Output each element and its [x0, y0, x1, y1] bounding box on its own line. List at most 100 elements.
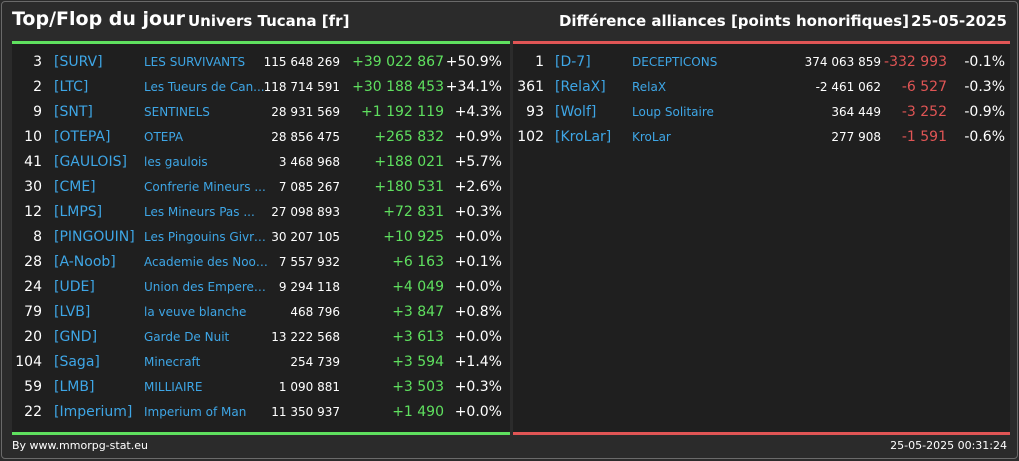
points-cell: 27 098 893	[271, 205, 340, 219]
alliance-tag-link[interactable]: [Saga]	[54, 354, 100, 370]
alliance-tag-link[interactable]: [KroLar]	[555, 129, 612, 145]
alliance-tag-link[interactable]: [CME]	[54, 179, 96, 195]
delta-cell: -1 591	[901, 129, 947, 145]
delta-cell: +3 613	[392, 329, 444, 345]
rank-cell: 20	[24, 329, 42, 345]
table-row: 30 [CME] Confrerie Mineurs ... 7 085 267 +18…	[12, 175, 510, 200]
delta-cell: +30 188 453	[352, 79, 444, 95]
rank-cell: 8	[33, 229, 42, 245]
alliance-name-link[interactable]: Imperium of Man	[144, 405, 247, 419]
table-row: 22 [Imperium] Imperium of Man 11 350 937 +1 …	[12, 400, 510, 425]
footer-timestamp: 25-05-2025 00:31:24	[890, 439, 1007, 452]
alliance-name-link[interactable]: KroLar	[632, 130, 671, 144]
percent-cell: +0.3%	[454, 204, 502, 220]
footer-site[interactable]: By www.mmorpg-stat.eu	[12, 439, 148, 452]
alliance-name-link[interactable]: Les Mineurs Pas ...	[144, 205, 255, 219]
alliance-name-link[interactable]: Academie des Noob...	[144, 255, 268, 269]
alliance-name-link[interactable]: les gaulois	[144, 155, 208, 169]
alliance-name-link[interactable]: OTEPA	[144, 130, 184, 144]
rank-cell: 10	[24, 129, 42, 145]
points-cell: 30 207 105	[271, 230, 340, 244]
alliance-name-link[interactable]: la veuve blanche	[144, 305, 247, 319]
rank-cell: 30	[24, 179, 42, 195]
alliance-tag-link[interactable]: [LVB]	[54, 304, 91, 320]
points-cell: 374 063 859	[804, 55, 881, 69]
table-row: 2 [LTC] Les Tueurs de Can... 118 714 591 +30…	[12, 75, 510, 100]
alliance-name-link[interactable]: SENTINELS	[144, 105, 210, 119]
percent-cell: +0.1%	[454, 254, 502, 270]
alliance-name-link[interactable]: RelaX	[632, 80, 667, 94]
delta-cell: -3 252	[901, 104, 947, 120]
alliance-tag-link[interactable]: [LTC]	[54, 79, 89, 95]
alliance-name-link[interactable]: Garde De Nuit	[144, 330, 230, 344]
rank-cell: 41	[24, 154, 42, 170]
percent-cell: +5.7%	[454, 154, 502, 170]
percent-cell: +0.0%	[454, 279, 502, 295]
rank-cell: 2	[33, 79, 42, 95]
alliance-name-link[interactable]: Les Pingouins Givre...	[144, 230, 268, 244]
delta-cell: +265 832	[374, 129, 444, 145]
table-row: 93 [Wolf] Loup Solitaire 364 449 -3 252 -0.9%	[513, 100, 1010, 125]
delta-cell: +4 049	[392, 279, 444, 295]
alliance-name-link[interactable]: Union des Empereur...	[144, 280, 268, 294]
header: Top/Flop du jour Univers Tucana [fr] Dif…	[2, 2, 1017, 40]
table-row: 361 [RelaX] RelaX -2 461 062 -6 527 -0.3%	[513, 75, 1010, 100]
alliance-tag-link[interactable]: [GND]	[54, 329, 98, 345]
alliance-name-link[interactable]: MILLIAIRE	[144, 380, 203, 394]
delta-cell: -332 993	[884, 54, 947, 70]
rank-cell: 12	[24, 204, 42, 220]
table-row: 41 [GAULOIS] les gaulois 3 468 968 +188 021 +…	[12, 150, 510, 175]
alliance-tag-link[interactable]: [SNT]	[54, 104, 93, 120]
points-cell: 254 739	[290, 355, 340, 369]
alliance-tag-link[interactable]: [D-7]	[555, 54, 591, 70]
points-cell: 7 557 932	[278, 255, 340, 269]
rank-cell: 79	[24, 304, 42, 320]
alliance-tag-link[interactable]: [OTEPA]	[54, 129, 111, 145]
rank-cell: 104	[15, 354, 42, 370]
points-cell: 11 350 937	[271, 405, 340, 419]
table-row: 3 [SURV] LES SURVIVANTS 115 648 269 +39 022 …	[12, 50, 510, 75]
table-row: 1 [D-7] DECEPTICONS 374 063 859 -332 993 -0.1…	[513, 50, 1010, 75]
points-cell: 28 931 569	[271, 105, 340, 119]
points-cell: 115 648 269	[263, 55, 340, 69]
rank-cell: 28	[24, 254, 42, 270]
table-row: 104 [Saga] Minecraft 254 739 +3 594 +1.4%	[12, 350, 510, 375]
alliance-tag-link[interactable]: [UDE]	[54, 279, 95, 295]
alliance-tag-link[interactable]: [Wolf]	[555, 104, 597, 120]
top-panel: 3 [SURV] LES SURVIVANTS 115 648 269 +39 022 …	[12, 41, 510, 435]
alliance-tag-link[interactable]: [GAULOIS]	[54, 154, 127, 170]
percent-cell: +34.1%	[445, 79, 502, 95]
alliance-tag-link[interactable]: [Imperium]	[54, 404, 133, 420]
alliance-name-link[interactable]: Minecraft	[144, 355, 201, 369]
points-cell: 9 294 118	[278, 280, 340, 294]
points-cell: -2 461 062	[815, 80, 881, 94]
alliance-tag-link[interactable]: [LMPS]	[54, 204, 103, 220]
table-row: 79 [LVB] la veuve blanche 468 796 +3 847 +0.8…	[12, 300, 510, 325]
alliance-name-link[interactable]: Les Tueurs de Can...	[144, 80, 265, 94]
delta-cell: +1 192 119	[361, 104, 444, 120]
flop-panel: 1 [D-7] DECEPTICONS 374 063 859 -332 993 -0.1…	[513, 41, 1010, 435]
points-cell: 28 856 475	[271, 130, 340, 144]
alliance-tag-link[interactable]: [LMB]	[54, 379, 95, 395]
percent-cell: +0.8%	[454, 304, 502, 320]
percent-cell: +0.0%	[454, 329, 502, 345]
rank-cell: 3	[33, 54, 42, 70]
alliance-tag-link[interactable]: [SURV]	[54, 54, 103, 70]
points-cell: 364 449	[831, 105, 881, 119]
delta-cell: +188 021	[374, 154, 444, 170]
alliance-name-link[interactable]: Confrerie Mineurs ...	[144, 180, 266, 194]
points-cell: 277 908	[831, 130, 881, 144]
percent-cell: +0.9%	[454, 129, 502, 145]
rank-cell: 361	[517, 79, 544, 95]
alliance-name-link[interactable]: LES SURVIVANTS	[144, 55, 246, 69]
percent-cell: +0.3%	[454, 379, 502, 395]
percent-cell: -0.3%	[964, 79, 1005, 95]
percent-cell: +0.0%	[454, 229, 502, 245]
alliance-tag-link[interactable]: [RelaX]	[555, 79, 606, 95]
alliance-tag-link[interactable]: [A-Noob]	[54, 254, 116, 270]
alliance-tag-link[interactable]: [PINGOUIN]	[54, 229, 135, 245]
alliance-name-link[interactable]: DECEPTICONS	[632, 55, 718, 69]
percent-cell: +50.9%	[445, 54, 502, 70]
alliance-name-link[interactable]: Loup Solitaire	[632, 105, 714, 119]
